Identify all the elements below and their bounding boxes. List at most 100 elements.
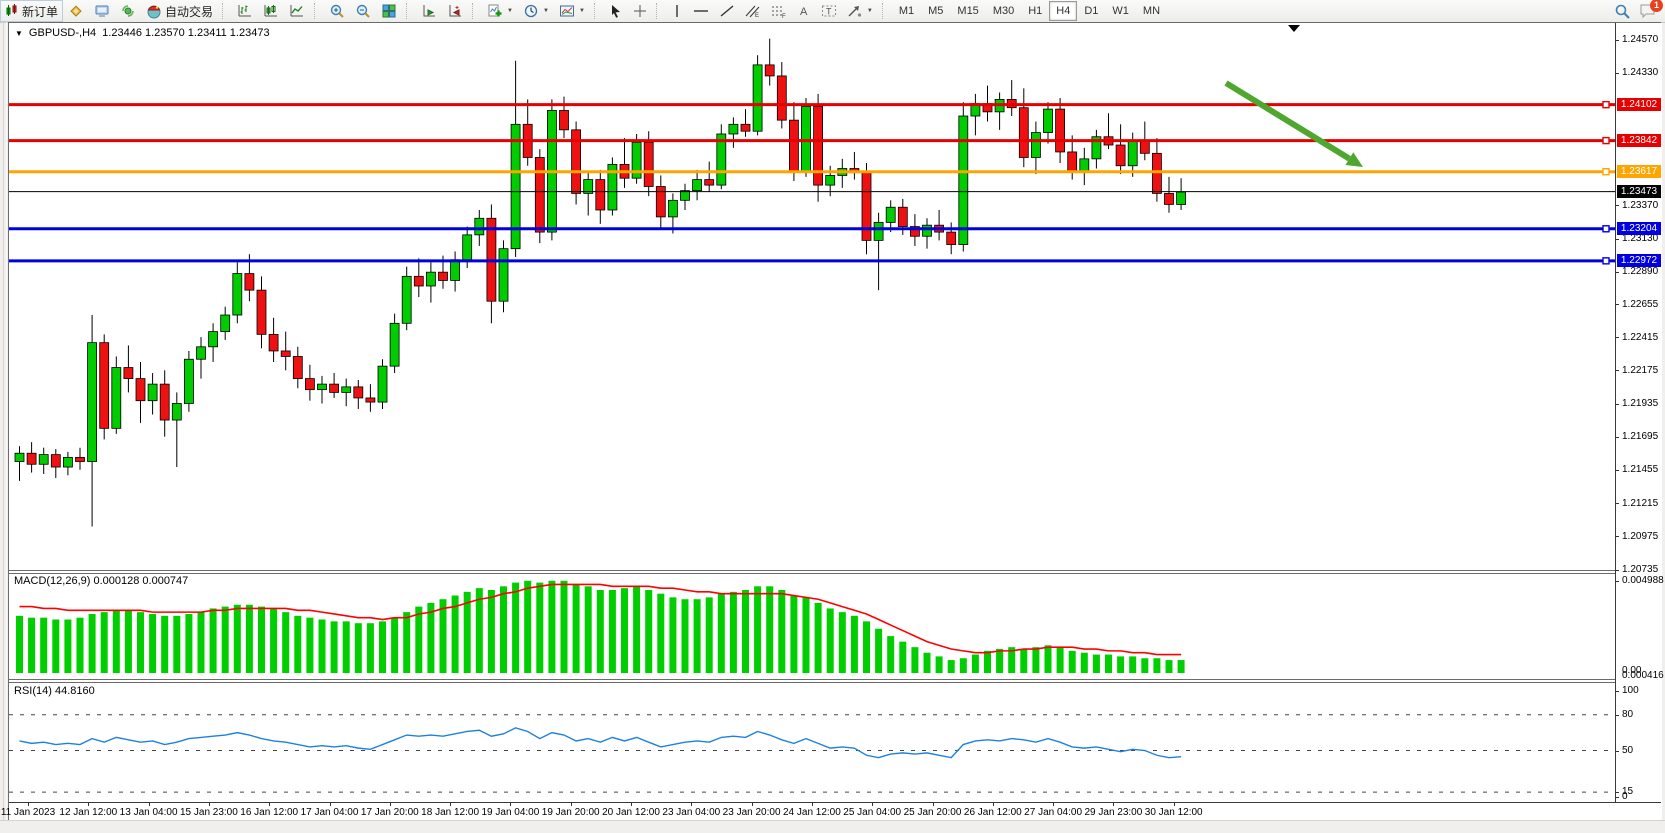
rsi-pane[interactable]	[9, 682, 1615, 802]
auto-scroll-button[interactable]	[416, 0, 442, 22]
macd-histogram-bar	[76, 617, 84, 673]
macd-histogram-bar	[572, 584, 580, 673]
timeframe-button-m30[interactable]: M30	[992, 5, 1015, 17]
text-label-button[interactable]: T	[816, 0, 842, 22]
macd-histogram-bar	[233, 604, 241, 673]
time-axis-label: 27 Jan 04:00	[1024, 807, 1083, 818]
bearish-candle	[764, 64, 775, 77]
crosshair-icon	[633, 5, 646, 17]
macd-histogram-bar	[947, 660, 955, 673]
tile-windows-button[interactable]	[376, 0, 402, 22]
bar-chart-button[interactable]	[232, 0, 258, 22]
line-handle[interactable]	[1602, 168, 1610, 176]
time-axis-label: 20 Jan 12:00	[602, 807, 660, 818]
bullish-candle	[801, 105, 811, 172]
periods-button[interactable]: ▼	[518, 0, 554, 22]
time-axis-label: 19 Jan 04:00	[481, 807, 540, 818]
signals-button[interactable]	[115, 0, 141, 22]
bearish-candle	[365, 397, 376, 403]
timeframe-button-h1[interactable]: H1	[1028, 5, 1043, 17]
bearish-candle	[256, 289, 267, 335]
price-axis[interactable]: 1.24570 1.24330 1.23370 1.23130 1.22890 1.226…	[1615, 23, 1664, 819]
rsi-axis-label: 50	[1622, 744, 1634, 756]
bullish-candle	[716, 133, 727, 186]
cursor-button[interactable]	[604, 0, 628, 22]
community-button[interactable]	[63, 0, 89, 22]
timeframe-button-m15[interactable]: M15	[957, 5, 979, 17]
new-order-button[interactable]: 新订单	[0, 0, 64, 22]
templates-button[interactable]: ▼	[554, 0, 590, 22]
rsi-label: RSI(14) 44.8160	[14, 685, 95, 697]
time-axis-label: 29 Jan 23:00	[1084, 807, 1143, 818]
macd-histogram-bar	[838, 612, 846, 673]
text-button[interactable]: A	[792, 0, 816, 22]
dropdown-caret-icon: ▼	[542, 8, 549, 14]
chart-title-dropdown-icon[interactable]: ▼	[15, 28, 23, 38]
bullish-candle	[680, 190, 690, 201]
vps-button[interactable]	[89, 0, 115, 22]
line-handle[interactable]	[1602, 257, 1610, 265]
line-handle[interactable]	[1602, 100, 1610, 109]
macd-histogram-bar	[1056, 647, 1064, 673]
bearish-candle	[897, 206, 908, 227]
macd-label: MACD(12,26,9) 0.000128 0.000747	[14, 575, 189, 587]
macd-pane[interactable]	[9, 573, 1615, 679]
bullish-candle	[1176, 191, 1186, 205]
line-chart-button[interactable]	[284, 0, 310, 22]
chart-shift-marker[interactable]	[1288, 25, 1300, 32]
macd-histogram-bar	[1008, 647, 1016, 673]
horizontal-line-button[interactable]	[688, 0, 714, 22]
chart-shift-button[interactable]	[442, 0, 468, 22]
pane-divider[interactable]	[9, 570, 1661, 574]
bearish-candle	[1055, 108, 1065, 153]
bearish-candle	[268, 333, 279, 352]
bullish-candle	[63, 456, 73, 468]
vertical-line-button[interactable]	[666, 0, 688, 22]
bearish-candle	[353, 386, 364, 399]
timeframe-button-mn[interactable]: MN	[1142, 5, 1161, 17]
notifications-button[interactable]: 1	[1639, 0, 1663, 20]
chart-shift-icon	[449, 5, 462, 17]
macd-histogram-bar	[899, 641, 907, 673]
crosshair-button[interactable]	[628, 0, 652, 22]
bearish-candle	[1018, 107, 1029, 158]
equidistant-channel-button[interactable]: E	[740, 0, 766, 22]
bearish-candle	[135, 378, 146, 402]
main-chart-pane[interactable]	[9, 23, 1615, 570]
macd-histogram-bar	[185, 613, 193, 673]
trendline-button[interactable]	[714, 0, 740, 22]
zoom-in-icon	[330, 4, 344, 18]
timeframe-button-m5[interactable]: M5	[928, 5, 944, 17]
fibonacci-button[interactable]: F	[766, 0, 792, 22]
rsi-axis-label: 100	[1622, 685, 1639, 696]
candlestick-chart-button[interactable]	[258, 0, 284, 22]
time-axis-label: 16 Jan 12:00	[240, 807, 299, 818]
macd-histogram-bar	[112, 610, 120, 673]
macd-histogram-bar	[330, 621, 338, 673]
window-splitter[interactable]	[3, 22, 7, 832]
pane-divider[interactable]	[9, 679, 1661, 683]
timeframe-button-m1[interactable]: M1	[898, 5, 915, 17]
time-axis-label: 25 Jan 04:00	[843, 807, 902, 818]
auto-trading-button[interactable]: 自动交易	[141, 0, 218, 22]
timeframe-button-d1[interactable]: D1	[1084, 5, 1099, 17]
trend-arrow[interactable]	[1224, 80, 1363, 167]
bullish-candle	[377, 365, 388, 403]
zoom-in-button[interactable]	[324, 0, 350, 22]
zoom-out-button[interactable]	[350, 0, 376, 22]
line-handle[interactable]	[1602, 225, 1610, 233]
bearish-candle	[740, 123, 751, 132]
bullish-candle	[1031, 132, 1041, 158]
search-icon[interactable]	[1614, 3, 1631, 20]
timeframe-button-w1[interactable]: W1	[1112, 5, 1129, 17]
macd-histogram-bar	[512, 582, 520, 673]
timeframe-button-h4[interactable]: H4	[1049, 1, 1078, 21]
time-axis[interactable]: 11 Jan 2023 12 Jan 12:00 13 Jan 04:00 15 Ja…	[1, 802, 1661, 821]
indicators-button[interactable]: ▼	[482, 0, 518, 22]
time-axis-label: 26 Jan 12:00	[963, 807, 1022, 818]
svg-text:E: E	[755, 13, 759, 18]
shapes-button[interactable]: ▼	[842, 0, 878, 22]
bearish-candle	[1067, 151, 1078, 172]
bullish-candle	[425, 271, 436, 287]
line-handle[interactable]	[1602, 136, 1610, 145]
